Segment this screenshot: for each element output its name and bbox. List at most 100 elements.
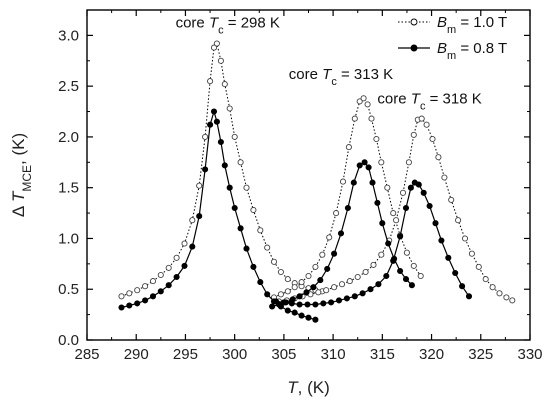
legend-entry: Bm = 0.8 T: [437, 40, 507, 62]
data-point: [217, 138, 224, 146]
data-point: [369, 179, 376, 186]
data-point: [298, 279, 305, 286]
data-point: [397, 233, 404, 240]
data-point: [390, 257, 397, 264]
data-point: [360, 95, 367, 102]
x-tick-label: 310: [321, 346, 346, 363]
data-point: [337, 230, 345, 237]
data-point: [264, 244, 271, 251]
data-point: [217, 57, 224, 64]
data-point: [173, 254, 180, 261]
data-point: [326, 234, 333, 241]
data-point: [429, 135, 436, 143]
data-point: [257, 227, 264, 234]
data-point: [226, 184, 233, 191]
data-point: [207, 78, 214, 85]
data-point: [319, 251, 326, 258]
data-point: [475, 263, 482, 270]
data-point: [415, 181, 422, 188]
data-point: [157, 271, 164, 279]
legend-marker: [410, 44, 418, 52]
data-point: [459, 283, 466, 290]
data-point: [344, 204, 351, 212]
data-point: [345, 144, 352, 151]
series-line: [275, 181, 470, 306]
data-point: [296, 293, 303, 300]
data-point: [496, 290, 503, 297]
data-point: [468, 250, 475, 257]
x-tick-label: 325: [468, 346, 493, 363]
data-point: [142, 297, 149, 304]
data-point: [196, 213, 203, 220]
x-tick-label: 285: [74, 346, 99, 363]
data-point: [448, 196, 455, 203]
data-point: [362, 268, 369, 276]
data-point: [305, 272, 312, 280]
data-point: [370, 261, 377, 268]
legend: Bm = 1.0 T Bm = 0.8 T: [398, 14, 507, 62]
data-point: [385, 240, 392, 247]
data-point: [323, 287, 330, 294]
y-axis-label: Δ TMCE, (K): [9, 133, 34, 217]
series-layer: [118, 40, 516, 323]
data-point: [312, 301, 319, 308]
x-tick-label: 315: [370, 346, 395, 363]
data-point: [165, 282, 172, 289]
data-point: [312, 316, 319, 323]
data-point: [509, 297, 516, 304]
data-point: [221, 162, 228, 169]
data-point: [351, 293, 358, 300]
y-tick-label: 2.5: [58, 78, 79, 95]
data-point: [315, 289, 322, 296]
data-point: [284, 288, 291, 295]
data-point: [134, 287, 141, 294]
data-point: [202, 133, 209, 140]
data-point: [264, 291, 271, 298]
data-point: [269, 303, 276, 310]
data-point: [350, 179, 357, 186]
data-point: [364, 101, 371, 108]
data-point: [231, 204, 238, 212]
data-point: [328, 299, 335, 306]
data-point: [367, 286, 374, 293]
data-point: [173, 273, 180, 281]
data-point: [324, 265, 331, 272]
data-point: [226, 105, 233, 112]
data-point: [142, 283, 149, 290]
data-point: [280, 299, 287, 306]
data-point: [305, 314, 312, 321]
data-point: [375, 281, 382, 288]
data-point: [221, 81, 228, 88]
x-tick-label: 320: [419, 346, 444, 363]
x-tick-label: 295: [173, 346, 198, 363]
data-point: [365, 164, 372, 171]
data-point: [373, 135, 380, 143]
data-point: [210, 108, 218, 115]
data-point: [420, 189, 427, 196]
data-point: [288, 300, 295, 307]
data-point: [189, 243, 196, 250]
x-ticks: 285 290 295 300 305 310 315 320 325 330: [74, 10, 543, 363]
series-1: [118, 40, 516, 305]
data-point: [210, 44, 218, 51]
data-point: [378, 159, 385, 166]
data-point: [320, 300, 327, 307]
y-ticks: 0.0 0.5 1.0 1.5 2.0 2.5 3.0: [58, 9, 530, 349]
data-point: [378, 251, 385, 258]
data-point: [331, 284, 338, 291]
data-point: [181, 262, 188, 269]
data-point: [402, 204, 410, 212]
data-point: [423, 121, 430, 128]
data-point: [237, 225, 244, 232]
data-point: [291, 284, 298, 291]
data-point: [338, 281, 346, 288]
x-tick-label: 290: [124, 346, 149, 363]
data-point: [445, 254, 452, 261]
data-point: [438, 237, 445, 244]
data-point: [461, 235, 469, 242]
data-point: [383, 272, 390, 280]
data-point: [503, 294, 510, 301]
data-point: [407, 184, 414, 191]
data-point: [374, 199, 381, 206]
data-point: [149, 278, 157, 285]
